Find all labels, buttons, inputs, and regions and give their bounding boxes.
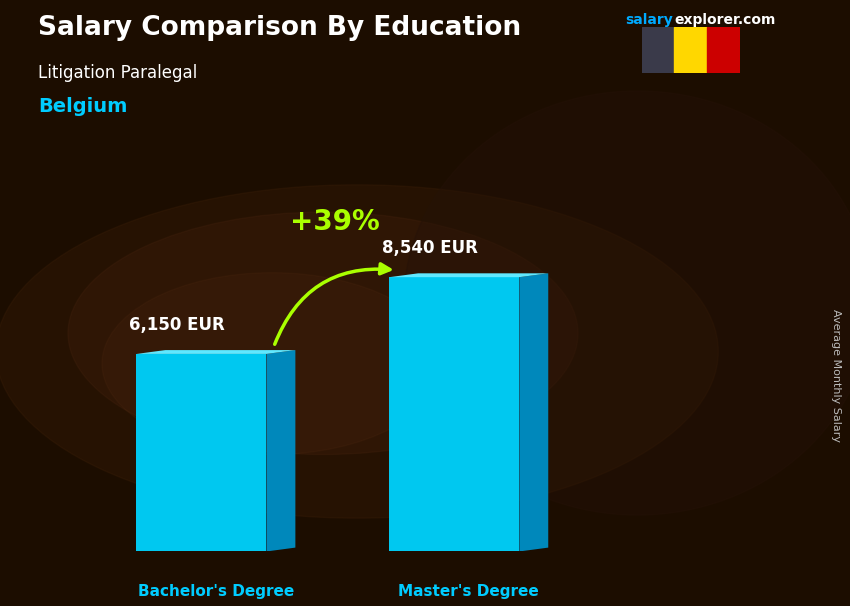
Bar [642,27,674,73]
Ellipse shape [404,91,850,515]
Text: explorer.com: explorer.com [674,13,775,27]
Ellipse shape [68,212,578,454]
Text: Salary Comparison By Education: Salary Comparison By Education [38,15,521,41]
Text: Litigation Paralegal: Litigation Paralegal [38,64,197,82]
Text: salary: salary [625,13,672,27]
Text: +39%: +39% [290,208,380,236]
Bar [389,277,519,551]
Text: Bachelor's Degree: Bachelor's Degree [138,584,294,599]
Ellipse shape [102,273,442,454]
Bar [707,27,740,73]
Ellipse shape [0,185,718,518]
Bar [136,354,267,551]
Bar [674,27,707,73]
Text: Average Monthly Salary: Average Monthly Salary [830,309,841,442]
Polygon shape [136,350,296,354]
Text: 6,150 EUR: 6,150 EUR [129,316,225,334]
Text: Belgium: Belgium [38,97,128,116]
Polygon shape [267,350,296,551]
Text: Master's Degree: Master's Degree [399,584,539,599]
Polygon shape [519,273,548,551]
Polygon shape [389,273,548,277]
Text: 8,540 EUR: 8,540 EUR [382,239,478,258]
